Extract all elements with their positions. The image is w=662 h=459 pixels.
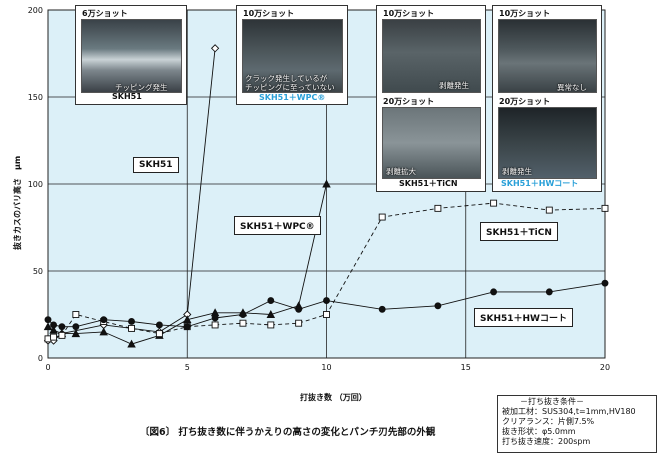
punch-photo: チッピング発生 xyxy=(81,19,182,93)
data-point xyxy=(239,319,247,327)
photo-caption-2: 20万ショット xyxy=(499,97,551,106)
y-tick-label: 100 xyxy=(28,180,43,189)
photo-caption-2: 20万ショット xyxy=(383,97,435,106)
conditions-line: 抜き形状：φ5.0mm xyxy=(502,427,576,436)
conditions-line: 打ち抜き速度：200spm xyxy=(502,437,591,446)
x-tick-label: 20 xyxy=(600,363,610,372)
x-tick-label: 15 xyxy=(461,363,471,372)
x-tick-label: 0 xyxy=(45,363,50,372)
conditions-line: 被加工材：SUS304,t=1mm,HV180 xyxy=(502,407,636,416)
y-tick-label: 200 xyxy=(28,6,43,15)
data-point xyxy=(71,329,81,338)
series-label-hw: SKH51＋HWコート xyxy=(474,308,573,327)
series-label-ticn: SKH51＋TiCN xyxy=(480,222,558,241)
data-point xyxy=(601,204,609,212)
photo-name: SKH51＋HWコート xyxy=(501,179,579,188)
data-point xyxy=(545,288,553,296)
photo-caption: 10万ショット xyxy=(243,9,295,18)
y-axis-label: 抜きカスのバリ高さ μm xyxy=(12,156,22,250)
data-point xyxy=(295,305,303,313)
punch-photo: クラック発生しているが チッピングに至っていない xyxy=(242,19,343,93)
data-point xyxy=(99,327,108,336)
data-point xyxy=(267,297,275,305)
photo-panel-hw: 10万ショット 異常なし 20万ショット 剥離発生 SKH51＋HWコート xyxy=(492,5,602,192)
data-point xyxy=(490,199,498,207)
data-point xyxy=(72,311,80,318)
data-point xyxy=(155,321,163,329)
punch-photo: 剥離発生 xyxy=(382,19,481,93)
data-point xyxy=(323,311,330,318)
data-point xyxy=(210,44,220,53)
x-axis-label: 打抜き数 （万回） xyxy=(300,392,367,402)
photo-panel-skh51: 6万ショット チッピング発生 SKH51 xyxy=(75,5,187,105)
y-tick-label: 0 xyxy=(38,354,43,363)
data-point xyxy=(378,305,386,313)
data-point xyxy=(267,321,275,329)
data-point xyxy=(295,319,303,327)
punch-photo-2: 剥離発生 xyxy=(498,107,597,179)
data-point xyxy=(211,321,219,329)
data-point xyxy=(211,314,219,322)
x-tick-label: 10 xyxy=(321,363,331,372)
series-line xyxy=(47,202,606,340)
series-label-skh51: SKH51 xyxy=(133,157,179,173)
data-point xyxy=(128,324,136,332)
photo-name: SKH51＋WPC® xyxy=(259,93,326,102)
conditions-line: クリアランス：片側7.5% xyxy=(502,417,595,426)
photo-panel-ticn: 10万ショット 剥離発生 20万ショット 剥離拡大 SKH51＋TiCN xyxy=(376,5,486,192)
photo-panel-wpc: 10万ショット クラック発生しているが チッピングに至っていない SKH51＋W… xyxy=(236,5,348,105)
data-point xyxy=(44,316,52,324)
punch-photo: 異常なし xyxy=(498,19,597,93)
data-point xyxy=(490,288,498,296)
data-point xyxy=(44,335,52,343)
series-group xyxy=(43,44,609,348)
data-point xyxy=(434,302,442,310)
conditions-title: －打ち抜き条件－ xyxy=(520,397,584,406)
photo-note-2: 剥離発生 xyxy=(502,167,532,176)
photo-note: クラック発生しているが チッピングに至っていない xyxy=(245,74,335,92)
data-point xyxy=(128,318,136,325)
data-point xyxy=(100,316,108,324)
photo-note: 異常なし xyxy=(557,83,587,92)
data-point xyxy=(183,323,191,331)
y-tick-label: 50 xyxy=(33,267,43,276)
data-point xyxy=(266,310,276,318)
photo-caption: 10万ショット xyxy=(499,9,551,18)
data-point xyxy=(601,279,609,287)
data-point xyxy=(50,333,58,341)
photo-name: SKH51 xyxy=(112,92,142,101)
photo-note: チッピング発生 xyxy=(115,83,168,92)
y-tick-label: 150 xyxy=(28,93,43,102)
data-point xyxy=(72,323,80,331)
data-point xyxy=(49,325,58,334)
data-point xyxy=(323,297,330,305)
data-point xyxy=(50,321,58,329)
data-point xyxy=(155,330,163,338)
conditions-box: －打ち抜き条件－ 被加工材：SUS304,t=1mm,HV180 クリアランス：… xyxy=(497,395,657,453)
data-point xyxy=(434,204,442,212)
data-point xyxy=(545,206,553,214)
data-point xyxy=(322,179,331,188)
data-point xyxy=(182,315,192,324)
photo-caption: 10万ショット xyxy=(383,9,435,18)
series-label-wpc: SKH51＋WPC® xyxy=(234,216,321,235)
data-point xyxy=(58,331,66,339)
figure-caption: 〔図6〕 打ち抜き数に伴うかえりの高さの変化とパンチ刃先部の外観 xyxy=(140,427,436,438)
data-point xyxy=(58,323,66,331)
photo-caption: 6万ショット xyxy=(82,9,128,18)
data-point xyxy=(239,311,247,318)
photo-note-2: 剥離拡大 xyxy=(386,167,416,176)
x-tick-label: 5 xyxy=(185,363,190,372)
data-point xyxy=(378,213,386,221)
punch-photo-2: 剥離拡大 xyxy=(382,107,481,179)
photo-note: 剥離発生 xyxy=(439,81,469,90)
data-point xyxy=(127,339,136,348)
photo-name: SKH51＋TiCN xyxy=(399,179,458,188)
data-point xyxy=(43,322,53,331)
